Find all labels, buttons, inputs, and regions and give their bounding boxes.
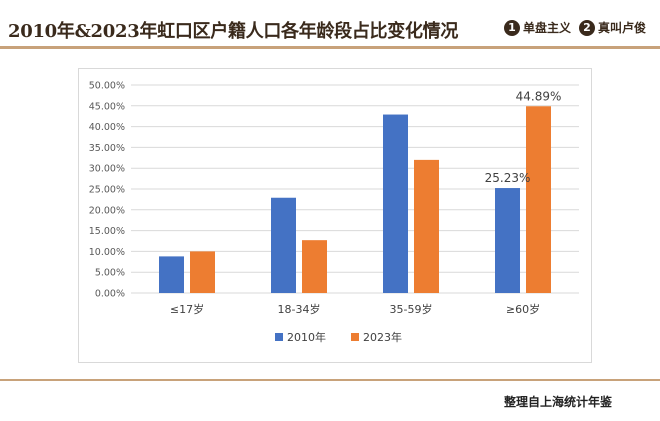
bar-2010年-1 <box>271 197 296 293</box>
bar-2023年-1 <box>302 240 327 293</box>
y-tick-label: 40.00% <box>89 122 125 133</box>
header-logos: 1 单盘主义 2 真叫卢俊 <box>503 19 646 36</box>
y-tick-label: 35.00% <box>89 143 125 154</box>
y-tick-label: 30.00% <box>89 164 125 175</box>
bar-2010年-0 <box>159 256 184 293</box>
y-tick-label: 20.00% <box>89 205 125 216</box>
x-tick-label: ≥60岁 <box>506 302 540 316</box>
badge-two-icon: 2 <box>578 19 595 36</box>
data-label: 44.89% <box>516 89 562 103</box>
header-divider <box>0 46 660 49</box>
y-tick-label: 15.00% <box>89 226 125 237</box>
y-tick-label: 25.00% <box>89 185 125 196</box>
x-tick-label: ≤17岁 <box>170 302 204 316</box>
logo-danpan: 1 单盘主义 <box>503 19 571 36</box>
logo-lujun-text: 真叫卢俊 <box>597 21 646 35</box>
y-tick-label: 45.00% <box>89 101 125 112</box>
page-title: 2010年&2023年虹口区户籍人口各年龄段占比变化情况 <box>8 21 459 42</box>
logo-danpan-text: 单盘主义 <box>522 21 571 35</box>
y-tick-label: 0.00% <box>95 289 125 300</box>
bar-2023年-0 <box>190 251 215 293</box>
legend-swatch-0 <box>275 333 283 341</box>
source-note: 整理自上海统计年鉴 <box>503 395 612 409</box>
legend-label-1: 2023年 <box>363 330 402 344</box>
bar-2010年-2 <box>383 114 408 293</box>
bar-chart: 0.00% 5.00% 10.00% 15.00% 20.00% 25.00% 30.00%… <box>89 81 579 344</box>
logo-lujun: 2 真叫卢俊 <box>578 19 646 36</box>
badge-one-icon: 1 <box>503 19 520 36</box>
bar-2023年-2 <box>414 159 439 293</box>
y-tick-label: 5.00% <box>95 268 125 279</box>
legend-label-0: 2010年 <box>287 330 326 344</box>
y-tick-label: 50.00% <box>89 81 125 92</box>
y-tick-label: 10.00% <box>89 247 125 258</box>
bar-2010年-3 <box>495 188 520 293</box>
x-tick-label: 35-59岁 <box>390 302 433 316</box>
x-tick-label: 18-34岁 <box>278 302 321 316</box>
footer-divider <box>0 379 660 381</box>
bar-2023年-3 <box>526 106 551 293</box>
chart-container: 0.00% 5.00% 10.00% 15.00% 20.00% 25.00% 30.00%… <box>78 68 592 363</box>
data-label: 25.23% <box>485 171 531 185</box>
legend-swatch-1 <box>351 333 359 341</box>
